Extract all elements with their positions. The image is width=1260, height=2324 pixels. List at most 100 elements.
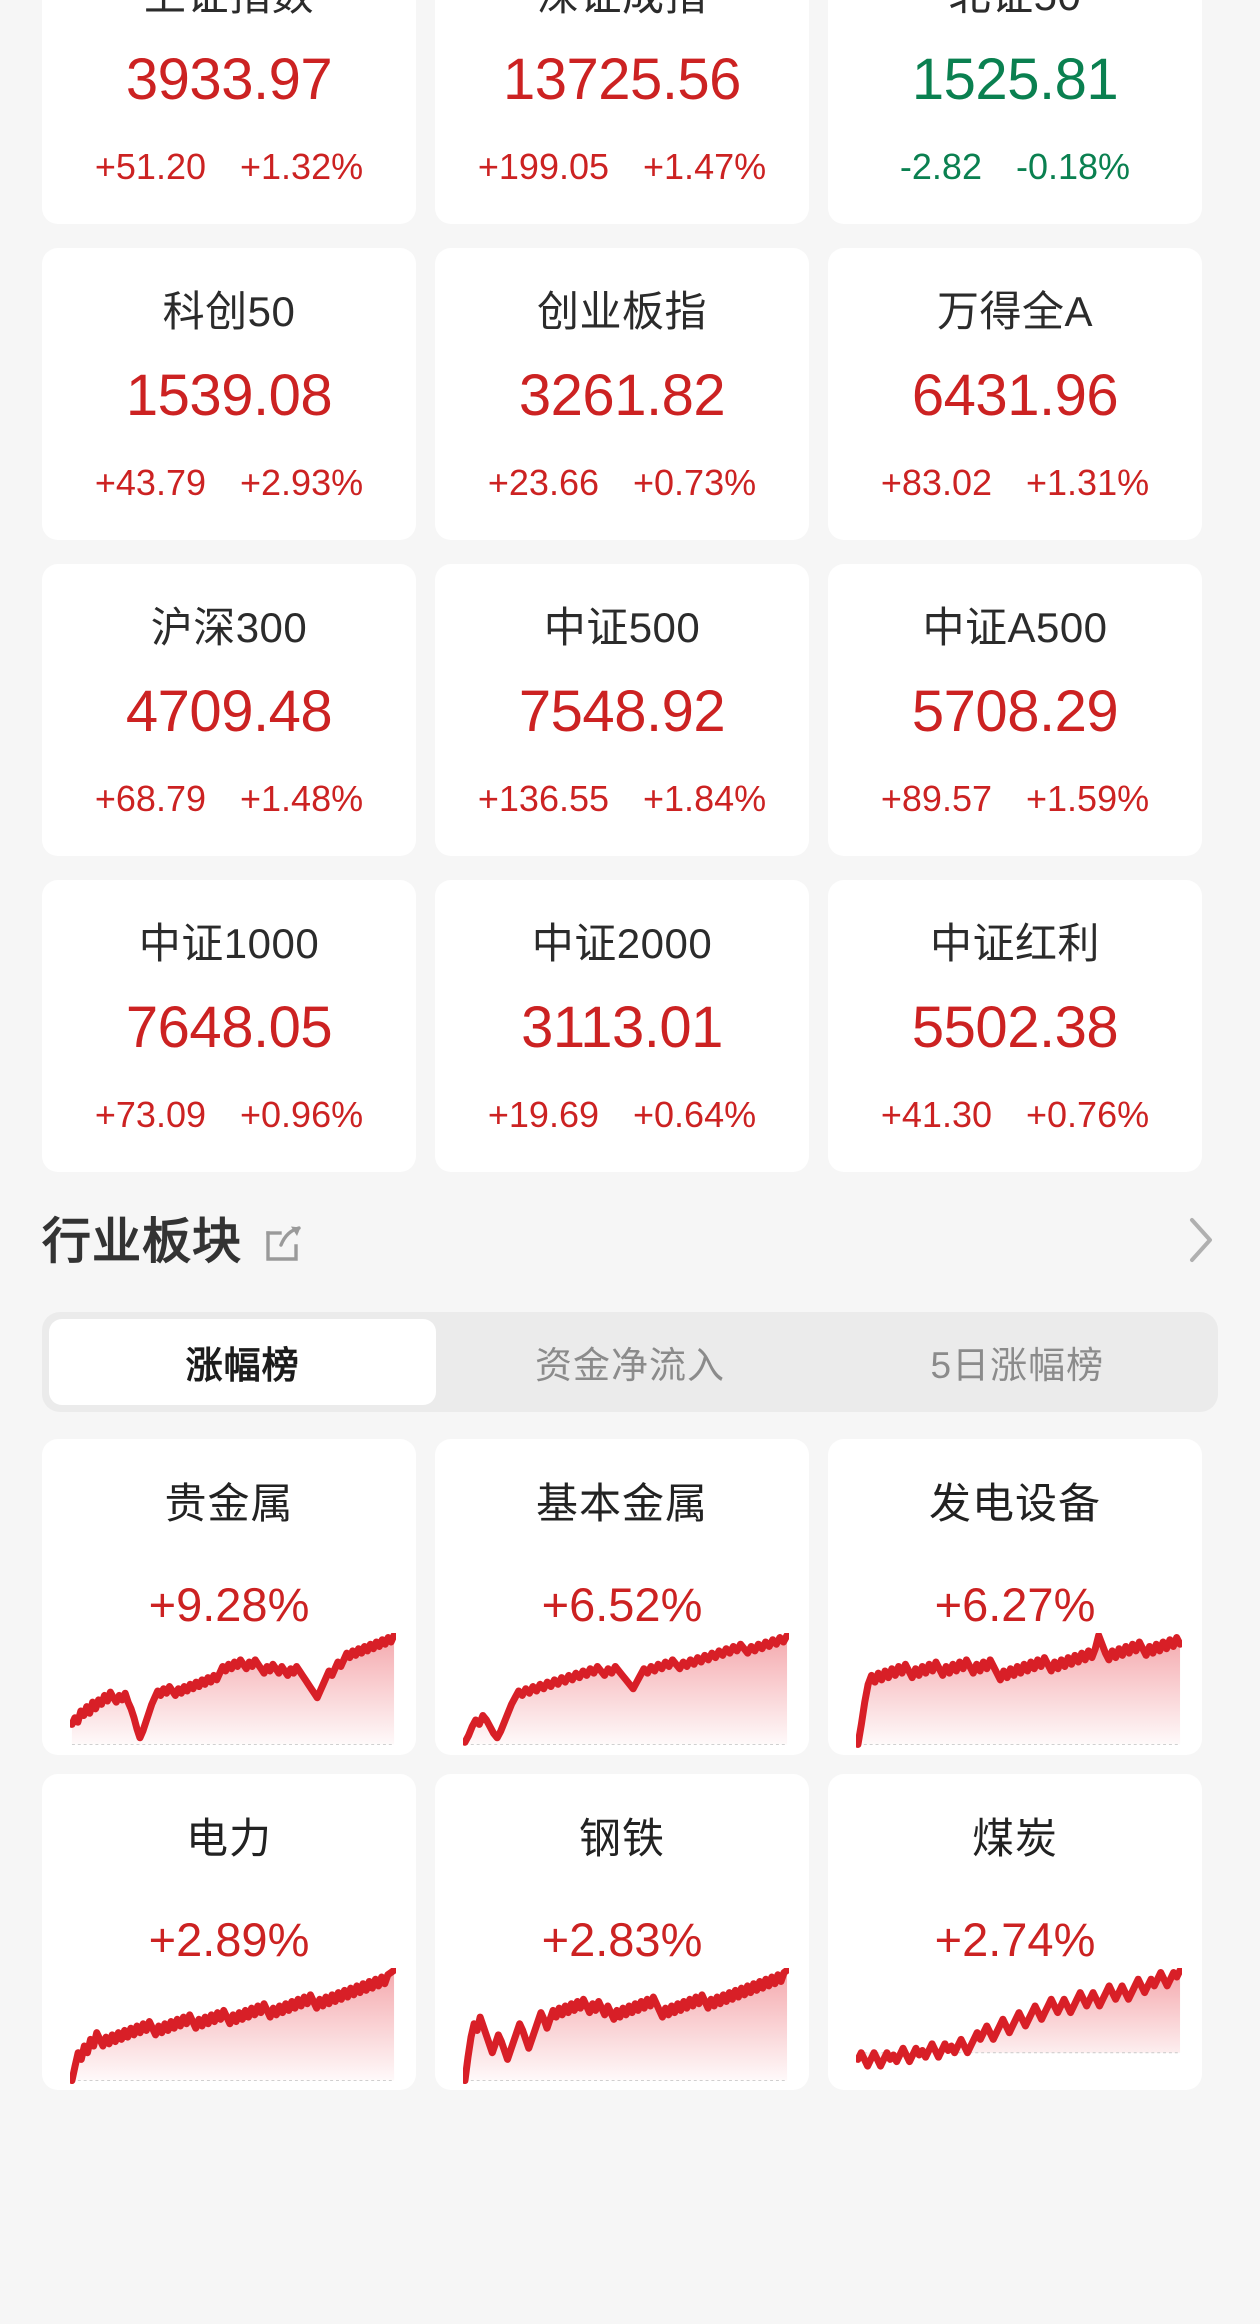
sector-sparkline-chart: [463, 1968, 789, 2084]
index-change-absolute: +199.05: [477, 146, 610, 187]
sector-name: 煤炭: [971, 1815, 1058, 1862]
index-value: 3261.82: [518, 363, 726, 428]
sector-section-header: 行业板块: [0, 1180, 1260, 1304]
sector-sparkline-chart: [856, 1968, 1182, 2084]
index-value: 13725.56: [503, 47, 741, 112]
sector-section-title: 行业板块: [42, 1214, 243, 1269]
index-card[interactable]: 中证500 7548.92 +136.55 +1.84%: [435, 564, 809, 856]
index-delta-row: +89.57 +1.59%: [881, 781, 1149, 817]
sector-change-percent: +2.74%: [934, 1913, 1096, 1966]
sector-card[interactable]: 基本金属 +6.52%: [435, 1439, 809, 1755]
sector-card[interactable]: 贵金属 +9.28%: [42, 1439, 416, 1755]
index-card[interactable]: 创业板指 3261.82 +23.66 +0.73%: [435, 248, 809, 540]
index-name: 中证1000: [138, 920, 320, 967]
index-name: 创业板指: [536, 288, 707, 335]
sector-card[interactable]: 煤炭 +2.74%: [828, 1774, 1202, 2090]
sector-name: 电力: [185, 1815, 272, 1862]
sector-card[interactable]: 电力 +2.89%: [42, 1774, 416, 2090]
index-change-percent: +2.93%: [240, 462, 364, 503]
index-card[interactable]: 中证2000 3113.01 +19.69 +0.64%: [435, 880, 809, 1172]
index-change-absolute: +43.79: [94, 462, 206, 503]
index-change-percent: +0.76%: [1026, 1094, 1150, 1135]
index-name: 上证指数: [144, 0, 314, 17]
index-change-absolute: +89.57: [880, 778, 992, 819]
index-card[interactable]: 中证A500 5708.29 +89.57 +1.59%: [828, 564, 1202, 856]
index-name: 沪深300: [150, 604, 308, 651]
index-change-percent: +1.59%: [1026, 778, 1150, 819]
index-delta-row: +73.09 +0.96%: [95, 1097, 363, 1133]
external-link-icon[interactable]: [264, 1222, 304, 1269]
index-change-absolute: +73.09: [94, 1094, 206, 1135]
index-card[interactable]: 北证50 1525.81 -2.82 -0.18%: [828, 0, 1202, 224]
sector-name: 发电设备: [928, 1480, 1101, 1527]
index-delta-row: +136.55 +1.84%: [478, 781, 766, 817]
chevron-right-icon[interactable]: [1184, 1214, 1218, 1271]
index-name: 北证50: [949, 0, 1082, 17]
index-value: 1525.81: [911, 47, 1119, 112]
index-name: 深证成指: [537, 0, 707, 17]
index-change-absolute: +51.20: [94, 146, 206, 187]
sector-name: 贵金属: [164, 1480, 294, 1527]
sector-tab-2[interactable]: 5日涨幅榜: [930, 1345, 1105, 1386]
index-cards-grid: 上证指数 3933.97 +51.20 +1.32% 深证成指 13725.56 +199.…: [42, 0, 1202, 1172]
sector-change-percent: +2.89%: [148, 1913, 310, 1966]
index-change-percent: -0.18%: [1015, 146, 1131, 187]
index-delta-row: +199.05 +1.47%: [478, 149, 766, 185]
index-change-absolute: +41.30: [880, 1094, 992, 1135]
index-name: 科创50: [162, 288, 296, 335]
sector-tab-0[interactable]: 涨幅榜: [49, 1319, 437, 1405]
index-change-absolute: +68.79: [94, 778, 206, 819]
index-change-absolute: +136.55: [477, 778, 610, 819]
sector-tab-1[interactable]: 资金净流入: [534, 1345, 725, 1386]
index-name: 万得全A: [936, 288, 1093, 335]
index-name: 中证500: [543, 604, 701, 651]
index-delta-row: +41.30 +0.76%: [881, 1097, 1149, 1133]
index-value: 7648.05: [125, 995, 333, 1060]
index-delta-row: +23.66 +0.73%: [488, 465, 756, 501]
index-delta-row: +43.79 +2.93%: [95, 465, 363, 501]
index-name: 中证红利: [929, 920, 1100, 967]
index-value: 5502.38: [911, 995, 1119, 1060]
index-change-percent: +1.47%: [643, 146, 767, 187]
sector-change-percent: +6.52%: [541, 1578, 703, 1631]
index-delta-row: +68.79 +1.48%: [95, 781, 363, 817]
index-card[interactable]: 中证红利 5502.38 +41.30 +0.76%: [828, 880, 1202, 1172]
index-card[interactable]: 深证成指 13725.56 +199.05 +1.47%: [435, 0, 809, 224]
index-card[interactable]: 科创50 1539.08 +43.79 +2.93%: [42, 248, 416, 540]
index-delta-row: +19.69 +0.64%: [488, 1097, 756, 1133]
index-value: 4709.48: [125, 679, 333, 744]
index-name: 中证A500: [922, 604, 1108, 651]
sector-card[interactable]: 钢铁 +2.83%: [435, 1774, 809, 2090]
index-value: 3933.97: [125, 47, 333, 112]
index-change-percent: +0.73%: [633, 462, 757, 503]
sector-change-percent: +6.27%: [934, 1578, 1096, 1631]
index-delta-row: -2.82 -0.18%: [900, 149, 1130, 185]
sector-change-percent: +9.28%: [148, 1578, 310, 1631]
sector-ranking-tabs: 涨幅榜 资金净流入 5日涨幅榜: [42, 1312, 1218, 1412]
sector-cards-grid: 贵金属 +9.28% 基本金属 +6.52% 发电设备 +6.27% 电力 +2.89% 钢铁 +…: [0, 1439, 1260, 2090]
index-delta-row: +83.02 +1.31%: [881, 465, 1149, 501]
index-change-percent: +1.32%: [240, 146, 364, 187]
sector-name: 钢铁: [578, 1815, 665, 1862]
index-value: 6431.96: [911, 363, 1119, 428]
index-delta-row: +51.20 +1.32%: [95, 149, 363, 185]
sector-sparkline-chart: [463, 1633, 789, 1749]
index-change-absolute: -2.82: [899, 146, 982, 187]
index-value: 7548.92: [518, 679, 726, 744]
index-change-absolute: +23.66: [487, 462, 599, 503]
index-card[interactable]: 沪深300 4709.48 +68.79 +1.48%: [42, 564, 416, 856]
index-change-percent: +1.48%: [240, 778, 364, 819]
index-change-absolute: +19.69: [487, 1094, 599, 1135]
index-value: 3113.01: [521, 995, 723, 1060]
index-card[interactable]: 上证指数 3933.97 +51.20 +1.32%: [42, 0, 416, 224]
index-change-percent: +0.64%: [633, 1094, 757, 1135]
index-card[interactable]: 万得全A 6431.96 +83.02 +1.31%: [828, 248, 1202, 540]
index-change-absolute: +83.02: [880, 462, 992, 503]
index-card[interactable]: 中证1000 7648.05 +73.09 +0.96%: [42, 880, 416, 1172]
sector-card[interactable]: 发电设备 +6.27%: [828, 1439, 1202, 1755]
sector-name: 基本金属: [535, 1480, 708, 1527]
sector-change-percent: +2.83%: [541, 1913, 703, 1966]
index-value: 1539.08: [125, 363, 333, 428]
sector-sparkline-chart: [70, 1968, 396, 2084]
index-change-percent: +0.96%: [240, 1094, 364, 1135]
